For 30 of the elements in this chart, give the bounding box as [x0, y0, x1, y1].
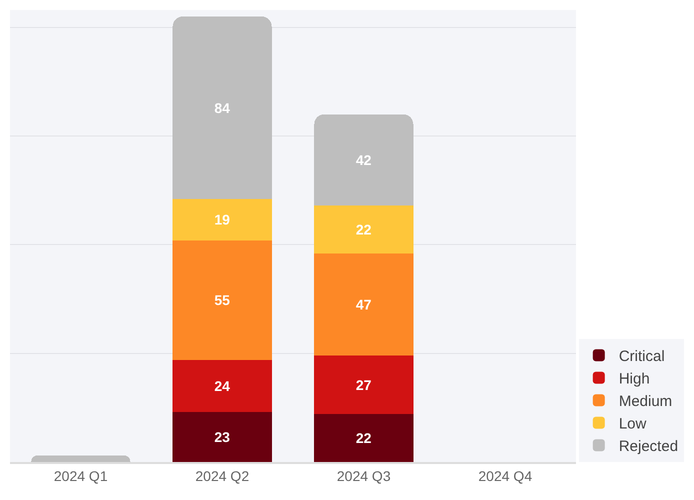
data-label: 27 — [356, 376, 372, 393]
data-label: 22 — [356, 430, 372, 446]
x-tick-label: 2024 Q3 — [336, 468, 391, 484]
data-label: 55 — [214, 292, 230, 308]
bar — [314, 114, 414, 206]
legend-label: High — [618, 370, 650, 388]
data-label: 42 — [356, 152, 372, 168]
data-label: 47 — [356, 296, 372, 312]
bar — [172, 199, 272, 240]
data-label: 22 — [356, 221, 372, 238]
bar — [314, 414, 414, 462]
x-tick-label: 2024 Q2 — [195, 468, 250, 484]
bar — [172, 16, 272, 200]
bar — [314, 356, 414, 414]
bar — [314, 206, 414, 254]
data-label: 23 — [214, 429, 230, 446]
x-tick-label: 2024 Q4 — [478, 468, 532, 484]
bar — [314, 253, 414, 356]
bar — [172, 240, 272, 360]
legend-label: Rejected — [618, 438, 678, 456]
bar — [172, 360, 272, 412]
data-label: 84 — [214, 100, 230, 116]
bar — [172, 412, 272, 462]
x-tick-label: 2024 Q1 — [54, 468, 108, 484]
legend-label: Medium — [618, 393, 672, 410]
data-label: 24 — [214, 378, 230, 394]
legend-label: Low — [618, 416, 647, 433]
legend-label: Critical — [618, 348, 665, 366]
data-label: 19 — [214, 212, 230, 228]
bar — [31, 455, 130, 462]
